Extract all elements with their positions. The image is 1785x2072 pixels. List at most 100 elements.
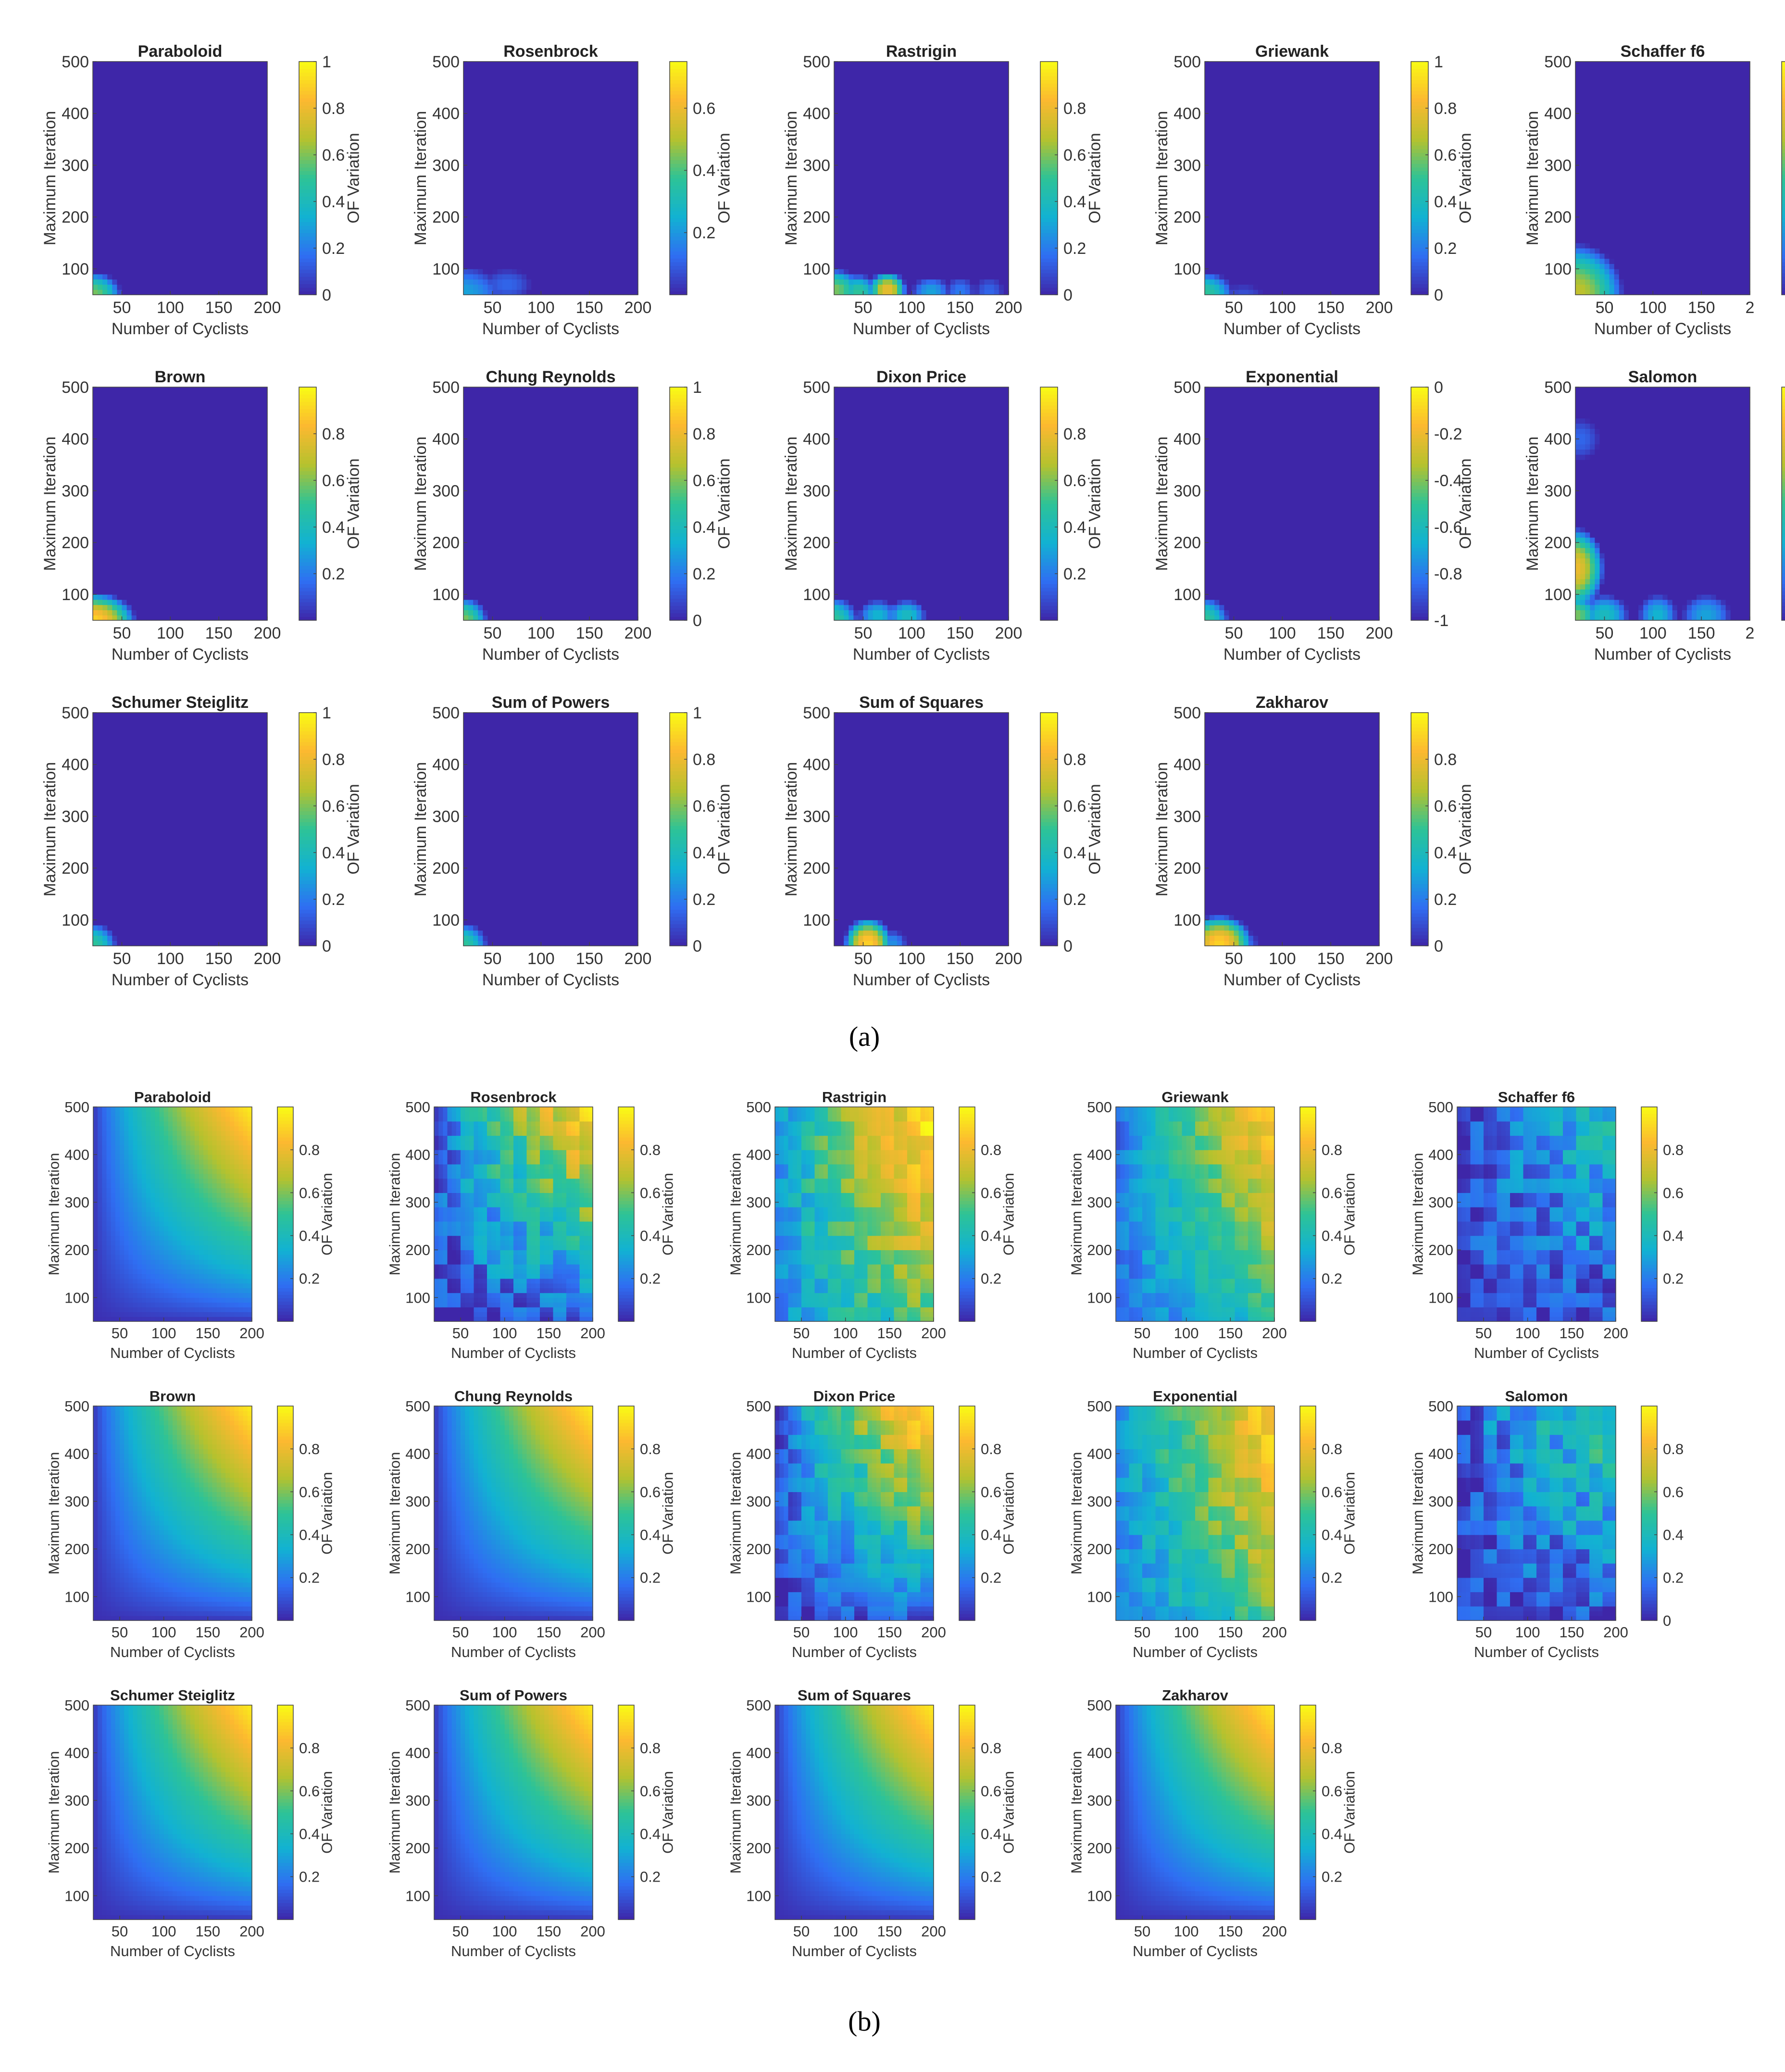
heatmap-cell [93,103,98,108]
heatmap-cell [137,139,142,145]
subplot-paraboloid: Paraboloid50 100 150 200100200300400500Numb… [41,42,363,338]
heatmap-cell [146,62,151,67]
heatmap-cell [93,93,98,98]
heatmap-cell [141,165,147,171]
heatmap-cell [146,222,151,227]
heatmap-cell [146,191,151,196]
heatmap-cell [107,181,112,186]
heatmap-cell [137,108,142,113]
heatmap-cell [156,155,161,160]
heatmap-cell [132,227,137,233]
heatmap-cell [175,222,180,227]
heatmap-cell [137,201,142,207]
heatmap-cell [102,129,108,134]
heatmap-cell [127,289,132,295]
heatmap-cell [165,72,171,77]
heatmap-cell [102,186,108,191]
heatmap-cell [161,279,166,285]
heatmap-cell [175,139,180,145]
heatmap-cell [107,217,112,222]
heatmap-cell [127,191,132,196]
heatmap-cell [170,222,175,227]
heatmap-cell [102,93,108,98]
heatmap-cell [122,72,127,77]
heatmap-cell [117,212,122,217]
heatmap-cell [161,160,166,165]
heatmap-cell [165,227,171,233]
heatmap-cell [165,289,171,295]
heatmap-cell [122,77,127,82]
heatmap-cell [137,248,142,253]
heatmap-cell [141,124,147,129]
heatmap-cell [93,233,98,238]
heatmap-cell [146,119,151,124]
heatmap-cell [127,227,132,233]
heatmap-cell [98,72,103,77]
heatmap-cell [127,170,132,176]
heatmap-cell [93,82,98,88]
heatmap-cell [107,62,112,67]
heatmap-cell [156,160,161,165]
heatmap-cell [151,88,156,93]
heatmap-cell [112,274,117,279]
heatmap-cell [98,222,103,227]
heatmap-cell [122,248,127,253]
heatmap-cell [161,113,166,119]
heatmap-cell [127,259,132,264]
heatmap-cell [161,144,166,150]
heatmap-cell [98,207,103,212]
heatmap-cell [117,62,122,67]
heatmap-cell [161,72,166,77]
heatmap-cell [161,212,166,217]
heatmap-cell [165,253,171,259]
heatmap-cell [93,253,98,259]
heatmap-cell [156,88,161,93]
heatmap-cell [161,284,166,289]
heatmap-cell [132,150,137,155]
heatmap-cell [137,253,142,259]
heatmap-cell [102,243,108,248]
heatmap-cell [98,289,103,295]
heatmap-cell [132,82,137,88]
heatmap-cell [127,269,132,274]
heatmap-cell [127,165,132,171]
heatmap-cell [146,207,151,212]
heatmap-cell [122,119,127,124]
heatmap-cell [151,186,156,191]
heatmap-cell [102,165,108,171]
heatmap-cell [93,191,98,196]
heatmap-cell [112,77,117,82]
heatmap-cell [117,191,122,196]
heatmap-cell [107,108,112,113]
heatmap-cell [161,108,166,113]
heatmap-cell [93,289,98,295]
heatmap-cell [151,196,156,201]
heatmap-cell [175,176,180,181]
heatmap-cell [137,82,142,88]
heatmap-cell [151,103,156,108]
heatmap-cell [151,119,156,124]
heatmap-cell [98,124,103,129]
heatmap-cell [132,124,137,129]
heatmap-cell [165,176,171,181]
heatmap-cell [146,67,151,72]
heatmap-cell [175,113,180,119]
heatmap-cell [165,222,171,227]
heatmap-cell [107,222,112,227]
heatmap-cell [127,274,132,279]
heatmap-cell [98,181,103,186]
heatmap-cell [141,269,147,274]
heatmap-cell [107,93,112,98]
heatmap-cell [98,119,103,124]
heatmap-cell [132,176,137,181]
heatmap-cell [107,201,112,207]
heatmap-cell [127,243,132,248]
heatmap-cell [146,139,151,145]
heatmap-cell [112,269,117,274]
heatmap-cell [161,207,166,212]
heatmap-cell [102,108,108,113]
heatmap-cell [137,98,142,103]
heatmap-cell [117,289,122,295]
heatmap-cell [98,212,103,217]
heatmap-cell [102,88,108,93]
